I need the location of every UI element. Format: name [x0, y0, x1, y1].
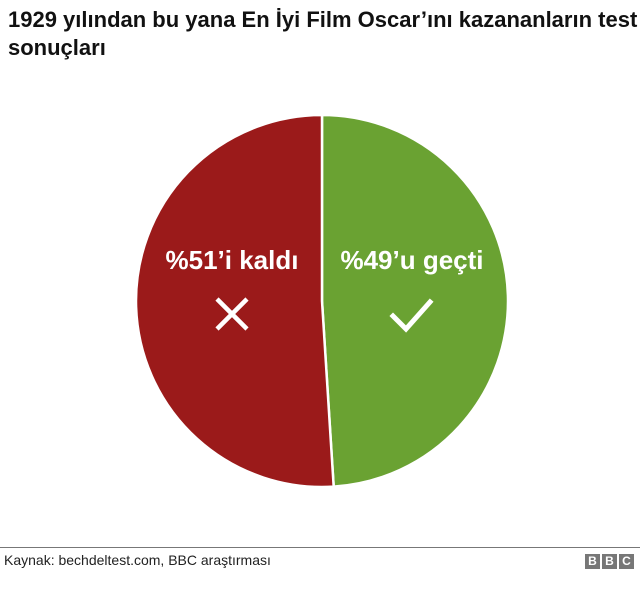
chart-title: 1929 yılından bu yana En İyi Film Oscar’… [8, 7, 638, 60]
footer-divider [0, 547, 640, 548]
slice-label: %51’i kaldı [166, 245, 299, 275]
check-icon [389, 298, 434, 333]
pie-slice [134, 113, 336, 489]
bbc-logo-letter: B [602, 554, 617, 569]
pie-slice [320, 113, 510, 488]
bbc-logo-letter: C [619, 554, 634, 569]
slice-label: %49’u geçti [340, 245, 483, 275]
cross-icon [215, 297, 249, 331]
pie-chart: %49’u geçti %51’i kaldı [134, 113, 510, 489]
source-text: Kaynak: bechdeltest.com, BBC araştırması [4, 552, 271, 568]
bbc-logo-letter: B [585, 554, 600, 569]
bbc-logo: B B C [585, 554, 634, 569]
